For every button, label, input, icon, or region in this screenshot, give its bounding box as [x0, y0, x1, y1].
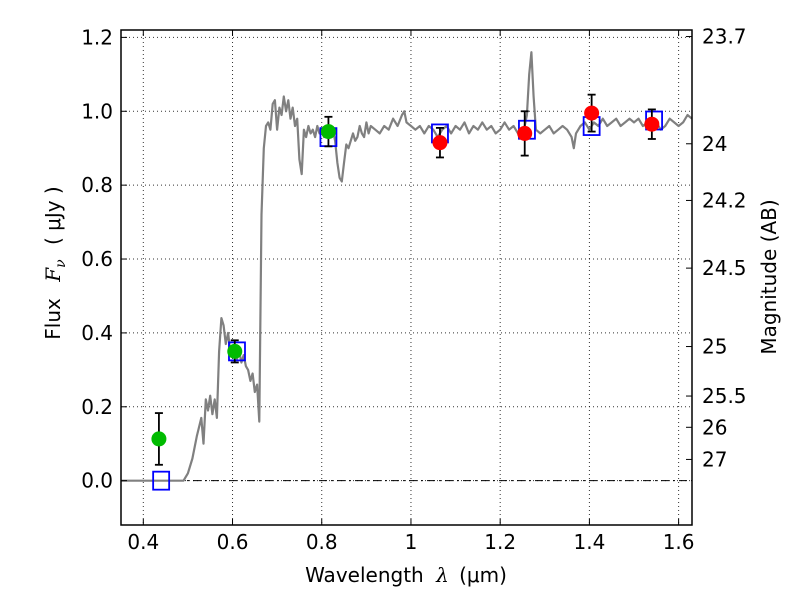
x-tick-label: 0.6 [217, 530, 249, 554]
y-tick-label: 0.6 [81, 247, 113, 271]
x-axis-label: Wavelength λ (μm) [305, 563, 507, 587]
plot-frame [120, 29, 693, 526]
grid [121, 30, 692, 525]
x-tick-label: 1.2 [484, 530, 516, 554]
magnitude-tick-label: 25.5 [702, 384, 747, 408]
photometry-point [584, 105, 600, 121]
photometry-point [151, 431, 167, 447]
y-tick-label: 0.0 [81, 469, 113, 493]
photometry-point [227, 343, 243, 359]
x-tick-label: 1.4 [573, 530, 605, 554]
data-series [121, 51, 693, 491]
x-tick-label: 0.8 [306, 530, 338, 554]
magnitude-tick-label: 27 [702, 447, 727, 471]
y-axis-label: Flux Fν ( μJy ) [41, 186, 70, 339]
magnitude-axis-ticks: 23.7 24 24.2 24.5 25 25.5 26 27 [686, 25, 747, 471]
magnitude-axis-label: Magnitude (AB) [757, 199, 781, 354]
magnitude-tick-label: 23.7 [702, 25, 747, 49]
magnitude-tick-label: 25 [702, 335, 727, 359]
model-photometry-square [152, 470, 171, 491]
photometry-point [517, 125, 533, 141]
magnitude-tick-label: 26 [702, 415, 727, 439]
magnitude-tick-label: 24 [702, 132, 727, 156]
spectrum-line [121, 51, 693, 482]
x-tick-label: 1.6 [663, 530, 695, 554]
y-axis-ticks: 0.0 0.2 0.4 0.6 0.8 1.0 1.2 [81, 25, 127, 493]
x-tick-label: 0.4 [127, 530, 159, 554]
x-tick-label: 1 [405, 530, 418, 554]
photometry-point [432, 135, 448, 151]
magnitude-tick-label: 24.2 [702, 188, 747, 212]
y-tick-label: 1.0 [81, 99, 113, 123]
y-tick-label: 0.4 [81, 321, 113, 345]
y-tick-label: 1.2 [81, 25, 113, 49]
x-axis-ticks: 0.4 0.6 0.8 1 1.2 1.4 1.6 [127, 30, 695, 554]
magnitude-tick-label: 24.5 [702, 256, 747, 280]
photometry-point [644, 116, 660, 132]
y-tick-label: 0.2 [81, 395, 113, 419]
photometry-point [320, 124, 336, 140]
y-tick-label: 0.8 [81, 173, 113, 197]
